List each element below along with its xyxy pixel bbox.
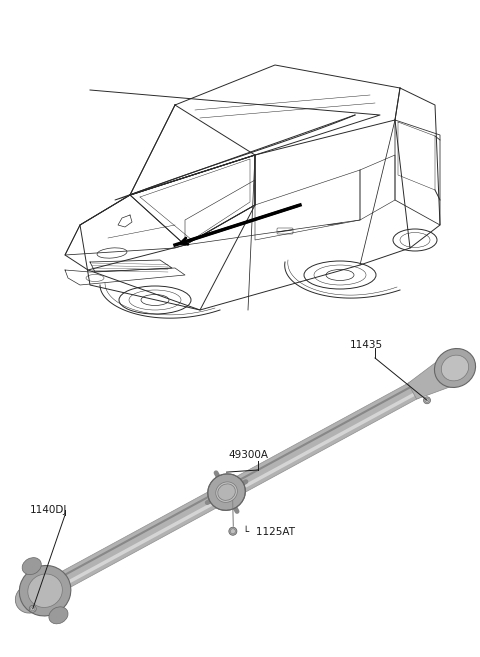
Ellipse shape (15, 585, 45, 613)
Ellipse shape (441, 355, 468, 381)
Text: 11435: 11435 (350, 340, 383, 350)
Text: 49300A: 49300A (228, 450, 268, 460)
Ellipse shape (49, 607, 68, 623)
Ellipse shape (31, 607, 35, 611)
Ellipse shape (230, 529, 235, 533)
Ellipse shape (28, 574, 62, 608)
Ellipse shape (216, 482, 237, 503)
Polygon shape (45, 372, 438, 597)
Text: └ 1125AT: └ 1125AT (243, 527, 295, 537)
Ellipse shape (19, 566, 71, 616)
Polygon shape (408, 353, 463, 399)
Ellipse shape (423, 397, 431, 404)
Ellipse shape (22, 558, 41, 575)
Ellipse shape (425, 398, 429, 402)
Ellipse shape (29, 605, 36, 612)
Ellipse shape (208, 474, 245, 510)
Text: 1140DJ: 1140DJ (30, 505, 67, 515)
Ellipse shape (218, 484, 235, 501)
Ellipse shape (229, 528, 237, 535)
Ellipse shape (434, 348, 476, 388)
Polygon shape (211, 479, 242, 505)
